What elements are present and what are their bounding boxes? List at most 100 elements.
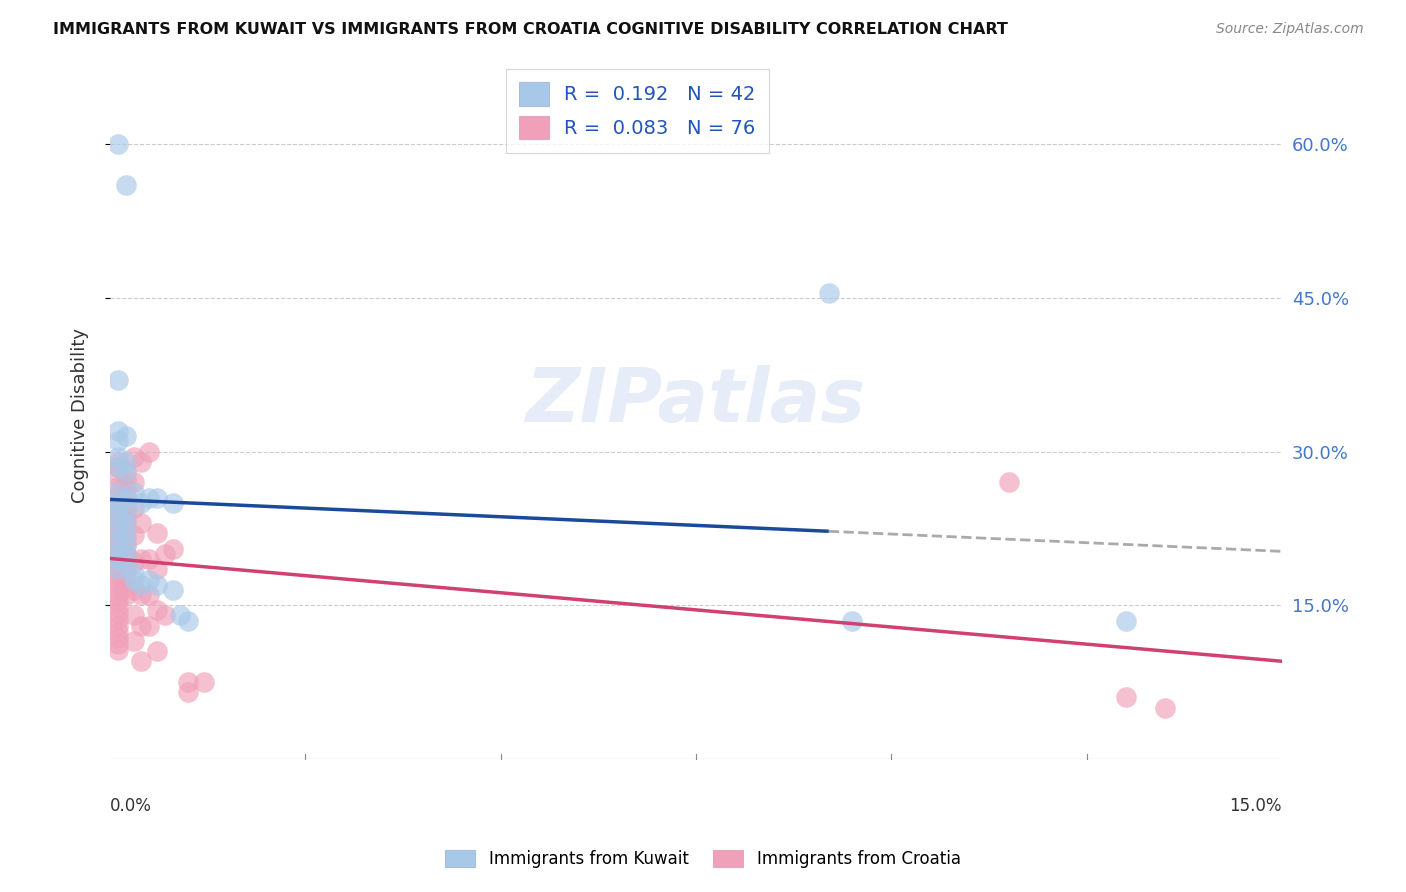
Point — [107, 607, 129, 621]
Point — [114, 514, 136, 528]
Point — [114, 429, 136, 443]
Point — [107, 520, 129, 534]
Point — [107, 500, 129, 515]
Point — [122, 500, 145, 515]
Point — [122, 582, 145, 597]
Point — [114, 580, 136, 594]
Point — [107, 532, 129, 546]
Text: IMMIGRANTS FROM KUWAIT VS IMMIGRANTS FROM CROATIA COGNITIVE DISABILITY CORRELATI: IMMIGRANTS FROM KUWAIT VS IMMIGRANTS FRO… — [53, 22, 1008, 37]
Point — [122, 450, 145, 464]
Point — [114, 491, 136, 505]
Point — [107, 500, 129, 515]
Point — [146, 562, 169, 576]
Point — [114, 506, 136, 520]
Point — [1115, 690, 1137, 705]
Point — [107, 575, 129, 590]
Point — [107, 637, 129, 651]
Point — [107, 612, 129, 626]
Legend: R =  0.192   N = 42, R =  0.083   N = 76: R = 0.192 N = 42, R = 0.083 N = 76 — [506, 69, 769, 153]
Point — [114, 539, 136, 553]
Point — [107, 511, 129, 525]
Point — [107, 470, 129, 484]
Point — [107, 624, 129, 639]
Point — [107, 450, 129, 464]
Point — [818, 285, 841, 300]
Point — [107, 137, 129, 152]
Point — [107, 594, 129, 608]
Point — [997, 475, 1019, 490]
Point — [114, 555, 136, 569]
Point — [107, 508, 129, 522]
Point — [107, 552, 129, 566]
Point — [153, 547, 176, 561]
Point — [131, 516, 153, 531]
Point — [114, 537, 136, 551]
Point — [146, 603, 169, 617]
Point — [114, 178, 136, 193]
Point — [177, 614, 200, 628]
Point — [114, 490, 136, 504]
Point — [114, 465, 136, 479]
Point — [107, 373, 129, 387]
Point — [107, 496, 129, 510]
Point — [114, 465, 136, 479]
Point — [193, 675, 215, 690]
Point — [122, 528, 145, 542]
Point — [107, 434, 129, 449]
Point — [107, 455, 129, 469]
Point — [107, 496, 129, 510]
Point — [162, 582, 184, 597]
Point — [107, 582, 129, 596]
Text: 0.0%: 0.0% — [110, 797, 152, 814]
Point — [107, 562, 129, 576]
Point — [114, 531, 136, 545]
Point — [131, 455, 153, 469]
Point — [114, 588, 136, 602]
Point — [169, 608, 191, 623]
Point — [177, 685, 200, 699]
Point — [122, 634, 145, 648]
Point — [107, 459, 129, 474]
Point — [114, 498, 136, 512]
Point — [114, 473, 136, 487]
Point — [107, 557, 129, 571]
Point — [138, 444, 160, 458]
Point — [138, 573, 160, 587]
Point — [131, 655, 153, 669]
Point — [162, 541, 184, 556]
Point — [153, 608, 176, 623]
Point — [114, 563, 136, 577]
Point — [131, 552, 153, 566]
Point — [146, 577, 169, 591]
Point — [114, 516, 136, 531]
Point — [138, 618, 160, 632]
Point — [131, 588, 153, 602]
Point — [114, 547, 136, 561]
Point — [107, 631, 129, 645]
Point — [122, 608, 145, 623]
Point — [177, 675, 200, 690]
Point — [107, 533, 129, 547]
Point — [1153, 700, 1175, 714]
Point — [146, 644, 169, 658]
Point — [107, 569, 129, 583]
Point — [107, 618, 129, 632]
Point — [114, 572, 136, 586]
Point — [114, 482, 136, 496]
Point — [107, 526, 129, 541]
Point — [107, 424, 129, 438]
Point — [138, 491, 160, 505]
Point — [146, 491, 169, 505]
Point — [138, 552, 160, 566]
Point — [107, 541, 129, 556]
Point — [114, 455, 136, 469]
Point — [107, 588, 129, 602]
Point — [162, 496, 184, 510]
Text: ZIPatlas: ZIPatlas — [526, 366, 866, 439]
Point — [114, 557, 136, 571]
Y-axis label: Cognitive Disability: Cognitive Disability — [72, 328, 89, 503]
Point — [107, 551, 129, 566]
Point — [114, 522, 136, 536]
Point — [122, 573, 145, 587]
Point — [107, 480, 129, 494]
